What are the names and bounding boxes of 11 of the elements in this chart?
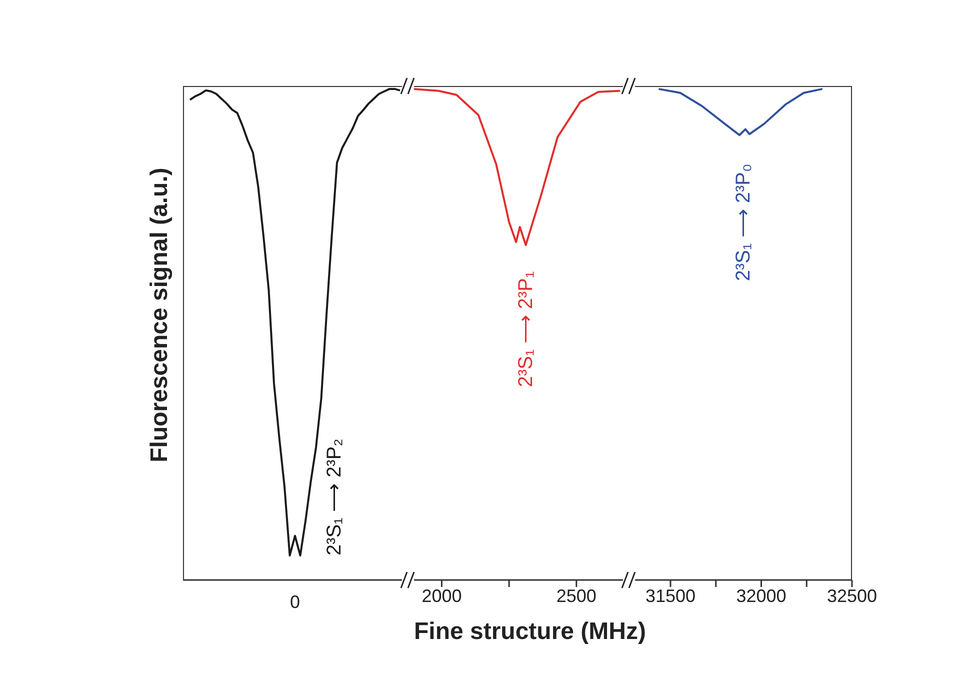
x-tick-label: 2000 — [422, 586, 462, 606]
x-axis-title: Fine structure (MHz) — [412, 618, 647, 646]
y-axis-title: Fluorescence signal (a.u.) — [145, 166, 174, 464]
annotation: 2³S₁ ⟶ 2³P₂ — [324, 438, 346, 556]
x-tick-label: 32000 — [736, 586, 786, 606]
x-tick-label: 32500 — [826, 586, 878, 606]
annotation: 2³S₁ ⟶ 2³P₁ — [514, 270, 537, 388]
annotation: 2³S₁ ⟶ 2³P₀ — [732, 164, 754, 282]
text: 0 — [288, 592, 301, 613]
x-tick-label: 31500 — [645, 586, 696, 606]
x-tick-label: 2500 — [556, 586, 596, 606]
